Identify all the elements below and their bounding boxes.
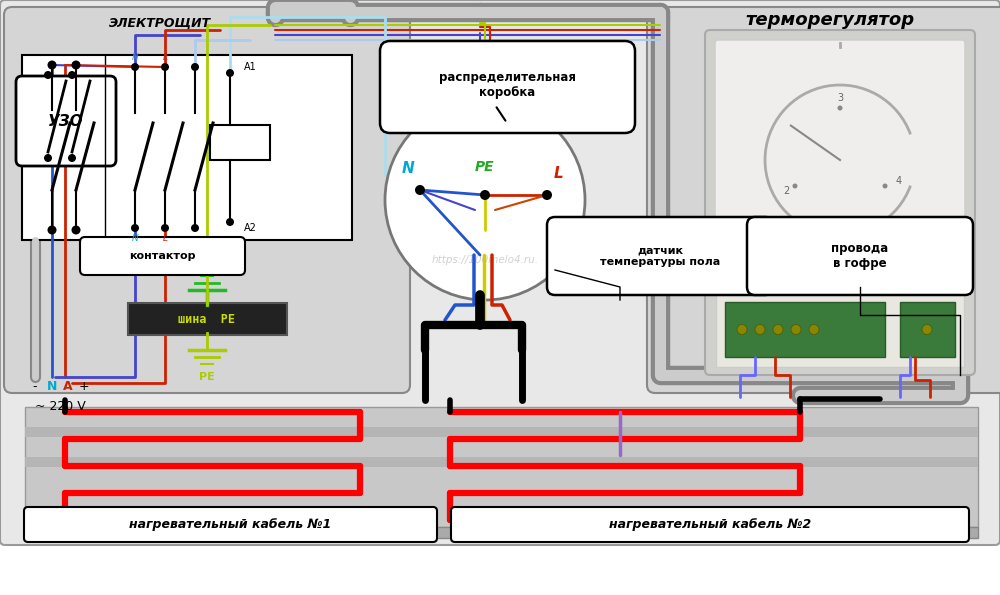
Circle shape [68,71,76,79]
FancyBboxPatch shape [547,217,773,295]
Text: L: L [162,233,168,243]
Circle shape [131,224,139,232]
Text: https://100melo4.ru.: https://100melo4.ru. [431,255,538,265]
Circle shape [542,190,552,200]
Circle shape [737,324,747,334]
Text: L: L [554,165,564,180]
Polygon shape [25,527,978,538]
Circle shape [415,185,425,195]
FancyBboxPatch shape [747,217,973,295]
Circle shape [226,69,234,77]
FancyBboxPatch shape [900,302,955,357]
Circle shape [48,61,56,70]
FancyBboxPatch shape [380,41,635,133]
Circle shape [161,63,169,71]
FancyBboxPatch shape [4,7,410,393]
Text: нагревательный кабель №1: нагревательный кабель №1 [129,518,331,531]
Text: УЗО: УЗО [48,114,84,129]
FancyBboxPatch shape [22,55,352,240]
Text: +: + [79,380,89,393]
FancyBboxPatch shape [705,30,975,375]
Circle shape [72,226,80,234]
Circle shape [44,71,52,79]
FancyBboxPatch shape [716,288,964,367]
Circle shape [48,226,56,234]
Circle shape [792,183,797,189]
Text: A1: A1 [244,62,256,72]
Text: L: L [162,52,168,61]
Text: ~ 220 V: ~ 220 V [35,400,85,414]
Text: N: N [132,233,138,243]
FancyBboxPatch shape [128,303,287,335]
Polygon shape [25,457,978,467]
Text: нагревательный кабель №2: нагревательный кабель №2 [609,518,811,531]
Circle shape [883,183,888,189]
Text: 3: 3 [837,93,843,103]
Text: терморегулятор: терморегулятор [745,11,915,29]
Text: -: - [33,380,37,393]
Circle shape [191,63,199,71]
Circle shape [131,63,139,71]
Circle shape [809,324,819,334]
Circle shape [385,100,585,300]
Text: A: A [63,380,73,393]
Text: PE: PE [475,160,495,174]
Text: 2: 2 [783,186,789,196]
FancyBboxPatch shape [24,507,437,542]
Polygon shape [25,427,978,437]
Circle shape [161,224,169,232]
Text: N: N [402,161,414,176]
Text: N: N [47,380,57,393]
FancyBboxPatch shape [715,40,965,288]
FancyBboxPatch shape [0,0,1000,545]
Text: 4: 4 [895,176,901,186]
Text: ЭЛЕКТРОЩИТ: ЭЛЕКТРОЩИТ [109,17,211,30]
FancyBboxPatch shape [16,76,116,166]
Circle shape [72,61,80,70]
Circle shape [226,218,234,226]
Text: датчик
температуры пола: датчик температуры пола [600,245,720,267]
FancyBboxPatch shape [80,237,245,275]
Circle shape [68,154,76,162]
FancyBboxPatch shape [647,7,1000,393]
Text: шина  PE: шина PE [178,312,236,325]
FancyBboxPatch shape [725,302,885,357]
Circle shape [791,324,801,334]
Text: провода
в гофре: провода в гофре [831,242,889,270]
Text: контактор: контактор [129,251,196,261]
Circle shape [838,105,842,111]
Circle shape [191,224,199,232]
Circle shape [44,154,52,162]
Text: A2: A2 [244,223,256,233]
Text: N: N [132,52,138,61]
Circle shape [922,324,932,334]
Circle shape [755,324,765,334]
Circle shape [480,190,490,200]
FancyBboxPatch shape [451,507,969,542]
Circle shape [773,324,783,334]
Polygon shape [25,407,978,527]
FancyBboxPatch shape [210,125,270,160]
Text: распределительная
коробка: распределительная коробка [438,71,576,99]
Text: PE: PE [199,372,215,382]
